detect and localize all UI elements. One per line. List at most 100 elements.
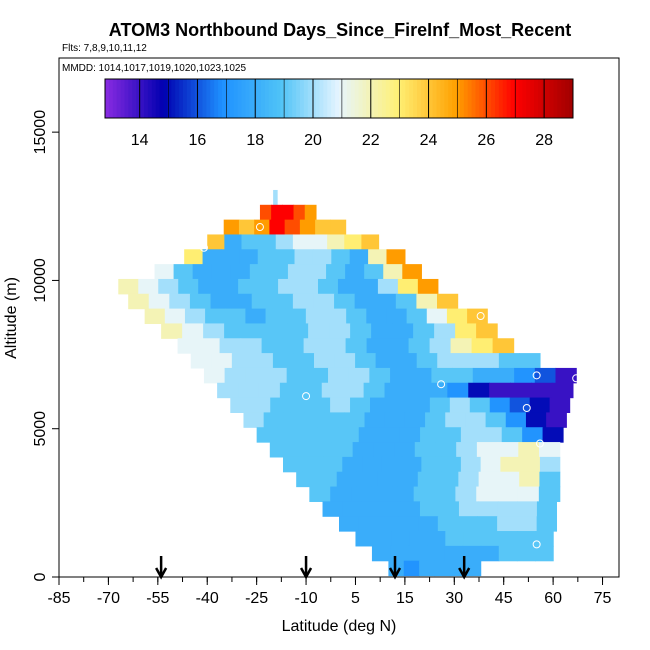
heatmap-cell [331, 442, 354, 458]
heatmap-cell [400, 501, 421, 517]
heatmap-cell [535, 545, 554, 562]
colorbar-segment [553, 79, 558, 118]
heatmap-cell [373, 442, 395, 458]
heatmap-cell [399, 427, 421, 443]
heatmap-cell [326, 264, 346, 280]
heatmap-cell [364, 264, 384, 280]
colorbar-tick-label: 28 [535, 132, 553, 149]
heatmap-cell [330, 397, 351, 413]
heatmap-cell [310, 397, 331, 413]
heatmap-cell [317, 427, 339, 443]
heatmap-cell [384, 412, 406, 428]
heatmap-cell [498, 545, 518, 562]
heatmap-cell [397, 278, 419, 295]
heatmap-cell [517, 531, 536, 547]
heatmap-cell [300, 382, 323, 399]
x-tick-label: 60 [544, 590, 562, 607]
colorbar-segment [241, 79, 246, 118]
heatmap-cell [348, 367, 370, 384]
plot-area [118, 189, 577, 577]
colorbar-segment [175, 79, 180, 118]
heatmap-cell [283, 456, 304, 473]
heatmap-cell [394, 442, 416, 458]
heatmap-cell [346, 308, 367, 325]
heatmap-cell [535, 531, 554, 547]
heatmap-cell [478, 501, 499, 517]
colorbar-segment [405, 79, 410, 118]
heatmap-cell [536, 501, 558, 517]
heatmap-cell [169, 293, 191, 310]
heatmap-cell [405, 382, 427, 399]
heatmap-cell [392, 486, 415, 502]
heatmap-cell [505, 412, 527, 428]
colorbar-segment [303, 79, 309, 118]
heatmap-cell [238, 278, 259, 295]
colorbar-tick-label: 20 [304, 132, 322, 149]
heatmap-cell [452, 367, 474, 384]
colorbar-segment [498, 79, 504, 118]
heatmap-cell [457, 353, 479, 369]
heatmap-cell [519, 353, 541, 369]
heatmap-cell [307, 367, 329, 384]
colorbar-segment [210, 79, 215, 118]
colorbar-segment [268, 79, 274, 118]
heatmap-cell [437, 516, 459, 532]
heatmap-cell [245, 367, 267, 384]
heatmap-cell [283, 412, 305, 428]
heatmap-cell [551, 382, 574, 399]
heatmap-cell [344, 412, 366, 428]
colorbar-segment [362, 79, 367, 118]
x-tick-label: -85 [47, 590, 70, 607]
colorbar-tick-label: 16 [189, 132, 207, 149]
heatmap-cell [366, 338, 389, 354]
colorbar-segment [537, 79, 543, 118]
heatmap-cell [386, 308, 408, 325]
heatmap-cell [465, 412, 487, 428]
colorbar-segment [354, 79, 359, 118]
heatmap-cell [282, 204, 295, 221]
colorbar-segment [237, 79, 242, 118]
colorbar-segment [479, 79, 484, 118]
heatmap-cell [497, 516, 518, 532]
colorbar-segment [233, 79, 239, 118]
heatmap-cell [489, 382, 511, 399]
x-tick-label: 30 [445, 590, 463, 607]
heatmap-cell [416, 353, 438, 369]
x-tick-label: -40 [196, 590, 219, 607]
heatmap-cell [198, 338, 221, 354]
heatmap-cell [312, 249, 332, 265]
colorbar-segment [428, 79, 434, 118]
heatmap-cell [344, 234, 362, 250]
colorbar-segment [424, 79, 430, 118]
colorbar-segment [335, 79, 340, 118]
heatmap-cell [373, 531, 393, 547]
heatmap-cell [356, 471, 378, 488]
colorbar-segment [413, 79, 418, 118]
x-tick-label: 45 [495, 590, 513, 607]
data-marker [476, 312, 485, 321]
colorbar-segment [456, 79, 461, 118]
heatmap-cell [331, 249, 351, 265]
heatmap-cell [239, 249, 259, 265]
heatmap-cell [316, 471, 338, 488]
heatmap-cell [429, 397, 451, 413]
heatmap-cell [371, 486, 394, 502]
heatmap-cell [144, 308, 166, 325]
colorbar-segment [261, 79, 266, 118]
colorbar-segment [506, 79, 512, 118]
colorbar-segment [300, 79, 305, 118]
colorbar-tick-label: 26 [477, 132, 495, 149]
heatmap-cell [285, 308, 307, 325]
heatmap-cell [498, 471, 520, 488]
colorbar-segment [432, 79, 437, 118]
colorbar-segment [284, 79, 289, 118]
heatmap-cell [330, 486, 352, 502]
heatmap-cell [219, 338, 242, 354]
heatmap-cell [522, 427, 544, 443]
heatmap-cell [447, 382, 469, 399]
heatmap-cell [499, 531, 518, 547]
heatmap-cell [501, 427, 523, 443]
heatmap-cell [309, 486, 331, 502]
colorbar-segment [350, 79, 356, 118]
heatmap-cell [361, 234, 380, 250]
